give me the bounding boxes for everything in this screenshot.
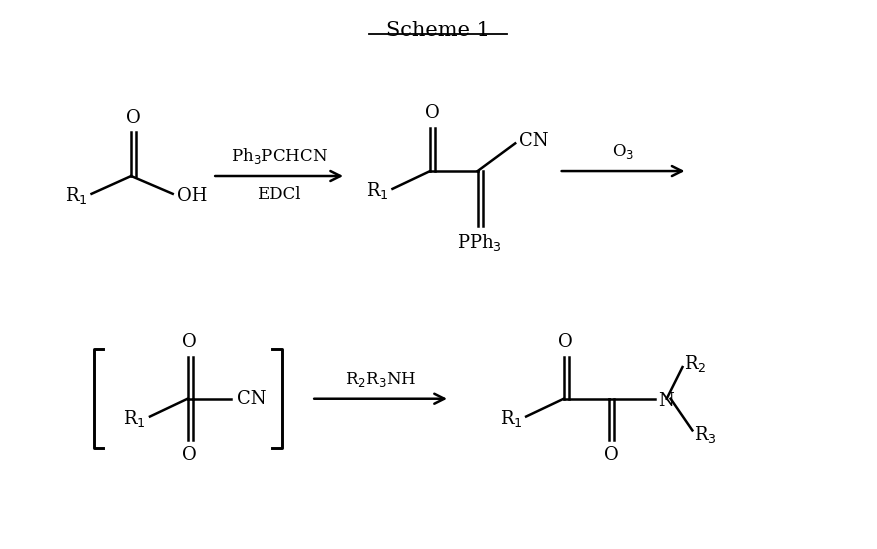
Text: OH: OH: [176, 187, 207, 205]
Text: PPh$_3$: PPh$_3$: [457, 232, 502, 254]
Text: Ph$_3$PCHCN: Ph$_3$PCHCN: [231, 146, 328, 166]
Text: N: N: [658, 391, 674, 410]
Text: O: O: [182, 446, 197, 464]
Text: R$_1$: R$_1$: [500, 408, 522, 429]
Text: O: O: [559, 333, 573, 351]
Text: O: O: [125, 109, 140, 126]
Text: O: O: [182, 333, 197, 351]
Text: R$_1$: R$_1$: [366, 181, 389, 201]
Text: O: O: [604, 446, 618, 464]
Text: O: O: [424, 104, 439, 121]
Text: O$_3$: O$_3$: [612, 142, 634, 161]
Text: CN: CN: [519, 132, 549, 150]
Text: Scheme 1: Scheme 1: [386, 21, 490, 40]
Text: R$_3$: R$_3$: [695, 424, 717, 445]
Text: CN: CN: [237, 390, 267, 408]
Text: R$_2$: R$_2$: [684, 352, 707, 373]
Text: R$_1$: R$_1$: [124, 408, 146, 429]
Text: R$_1$: R$_1$: [65, 186, 88, 206]
Text: R$_2$R$_3$NH: R$_2$R$_3$NH: [345, 370, 417, 389]
Text: EDCl: EDCl: [257, 186, 301, 203]
